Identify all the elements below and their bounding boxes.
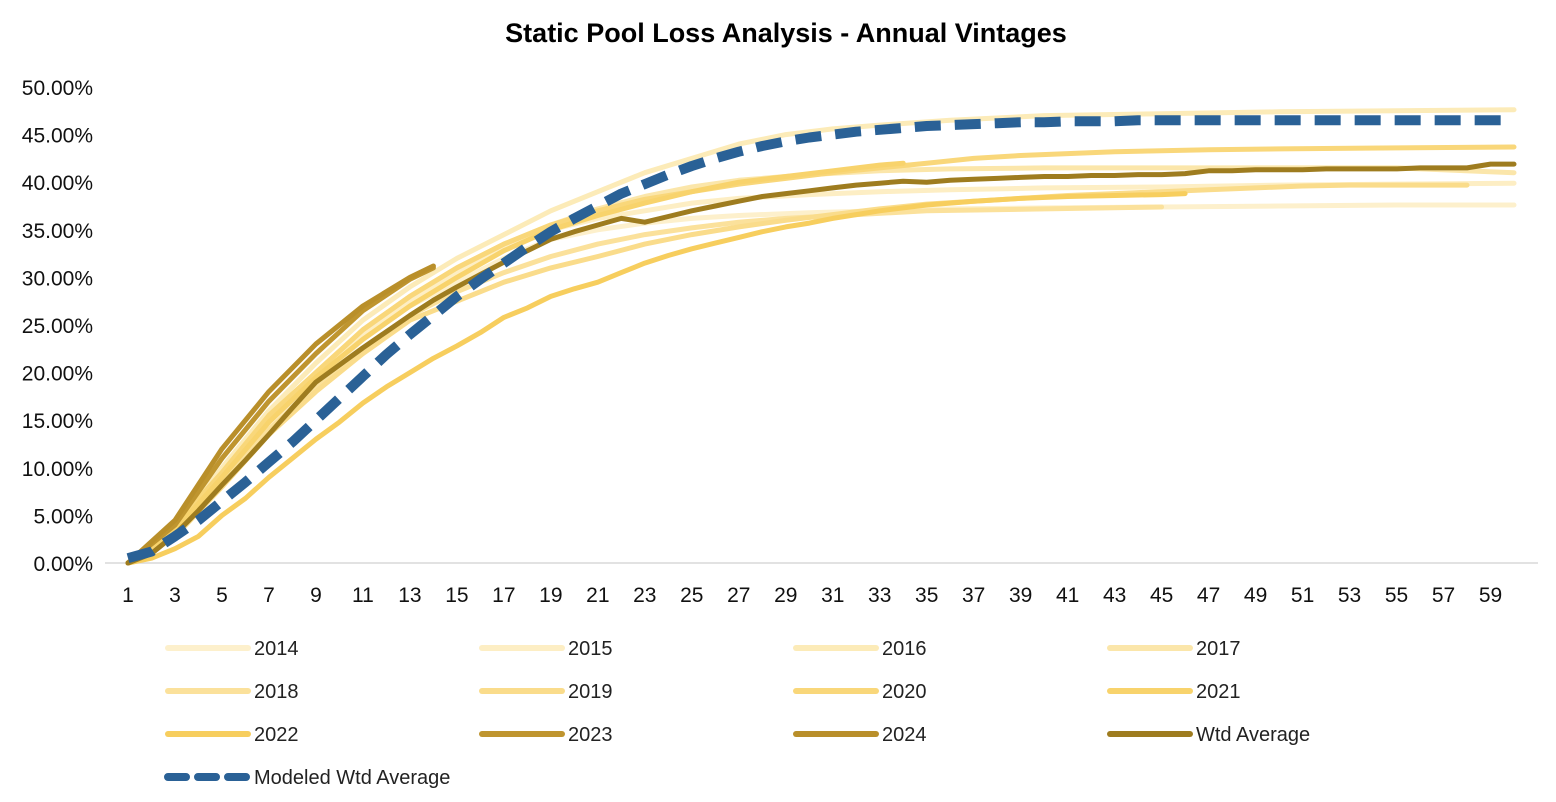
plot-area [125, 107, 1517, 566]
x-tick-label: 53 [1338, 584, 1361, 607]
x-tick-label: 31 [821, 584, 844, 607]
x-tick-label: 25 [680, 584, 703, 607]
x-tick-label: 47 [1197, 584, 1220, 607]
x-tick-label: 17 [492, 584, 515, 607]
legend-item: 2017 [1107, 638, 1241, 660]
x-tick-label: 9 [310, 584, 322, 607]
y-tick-label: 5.00% [33, 505, 93, 528]
series-line [125, 191, 1188, 566]
legend-label: Wtd Average [1196, 724, 1310, 746]
y-tick-label: 0.00% [33, 553, 93, 576]
x-tick-label: 55 [1385, 584, 1408, 607]
legend-label: 2023 [568, 724, 613, 746]
x-tick-label: 49 [1244, 584, 1267, 607]
series-line [125, 160, 906, 566]
x-tick-label: 23 [633, 584, 656, 607]
y-tick-label: 40.00% [22, 172, 93, 195]
x-tick-label: 15 [445, 584, 468, 607]
legend-item: 2014 [165, 638, 299, 660]
x-tick-label: 33 [868, 584, 891, 607]
legend-item: 2023 [479, 724, 613, 746]
x-tick-label: 3 [169, 584, 181, 607]
series-line [125, 161, 1517, 566]
y-tick-label: 50.00% [22, 77, 93, 100]
legend-label: 2014 [254, 638, 299, 660]
legend-item: 2021 [1107, 681, 1241, 703]
y-tick-label: 25.00% [22, 315, 93, 338]
legend-label: 2020 [882, 681, 927, 703]
legend-item: 2022 [165, 724, 299, 746]
series-line [125, 182, 1470, 566]
series-line [125, 263, 436, 566]
legend-item: Wtd Average [1107, 724, 1310, 746]
x-tick-label: 51 [1291, 584, 1314, 607]
x-tick-label: 7 [263, 584, 275, 607]
legend: 2014 2015 2016 2017 2018 2019 2020 2021 2022 2023… [164, 638, 1310, 789]
x-tick-label: 19 [539, 584, 562, 607]
legend-item: 2020 [793, 681, 927, 703]
x-tick-label: 27 [727, 584, 750, 607]
x-tick-label: 5 [216, 584, 228, 607]
legend-label: 2021 [1196, 681, 1241, 703]
x-tick-label: 21 [586, 584, 609, 607]
x-tick-label: 39 [1009, 584, 1032, 607]
series-line [125, 107, 1517, 566]
legend-item: 2015 [479, 638, 613, 660]
legend-label: 2022 [254, 724, 299, 746]
x-tick-label: 1 [122, 584, 134, 607]
x-tick-label: 13 [398, 584, 421, 607]
y-tick-label: 35.00% [22, 220, 93, 243]
series-line [125, 202, 1517, 566]
legend-label: 2015 [568, 638, 613, 660]
x-tick-label: 11 [352, 584, 374, 607]
legend-item: 2024 [793, 724, 927, 746]
x-tick-label: 29 [774, 584, 797, 607]
legend-label: 2019 [568, 681, 613, 703]
legend-label: Modeled Wtd Average [254, 767, 450, 789]
legend-label: 2017 [1196, 638, 1241, 660]
x-tick-label: 43 [1103, 584, 1126, 607]
series-line [125, 144, 1517, 566]
legend-label: 2024 [882, 724, 927, 746]
x-tick-label: 37 [962, 584, 985, 607]
legend-label: 2016 [882, 638, 927, 660]
y-tick-label: 20.00% [22, 363, 93, 386]
legend-item: Modeled Wtd Average [164, 767, 450, 789]
y-tick-label: 15.00% [22, 410, 93, 433]
legend-item: 2019 [479, 681, 613, 703]
x-tick-label: 45 [1150, 584, 1173, 607]
series-line [126, 115, 1514, 564]
legend-item: 2016 [793, 638, 927, 660]
x-tick-label: 41 [1056, 584, 1079, 607]
y-tick-label: 30.00% [22, 267, 93, 290]
x-tick-label: 35 [915, 584, 938, 607]
x-tick-label: 57 [1432, 584, 1455, 607]
x-axis: 1 3 5 7 9 11 13 15 17 19 21 23 25 27 29 31 33 35 37 39 41 43 4… [122, 584, 1502, 607]
y-tick-label: 45.00% [22, 125, 93, 148]
x-tick-label: 59 [1479, 584, 1502, 607]
y-tick-label: 10.00% [22, 458, 93, 481]
legend-item: 2018 [165, 681, 299, 703]
chart-title: Static Pool Loss Analysis - Annual Vinta… [505, 18, 1067, 48]
legend-label: 2018 [254, 681, 299, 703]
y-axis: 0.00% 5.00% 10.00% 15.00% 20.00% 25.00% 30.00%… [22, 77, 93, 576]
